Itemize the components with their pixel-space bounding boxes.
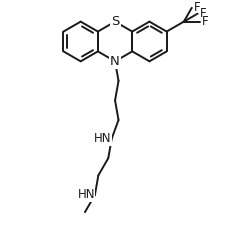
Text: HN: HN — [94, 132, 112, 145]
Text: F: F — [194, 1, 200, 14]
Text: N: N — [110, 55, 120, 68]
Text: S: S — [111, 15, 119, 28]
Text: F: F — [202, 15, 208, 28]
Text: F: F — [200, 7, 206, 20]
Text: HN: HN — [77, 188, 95, 201]
